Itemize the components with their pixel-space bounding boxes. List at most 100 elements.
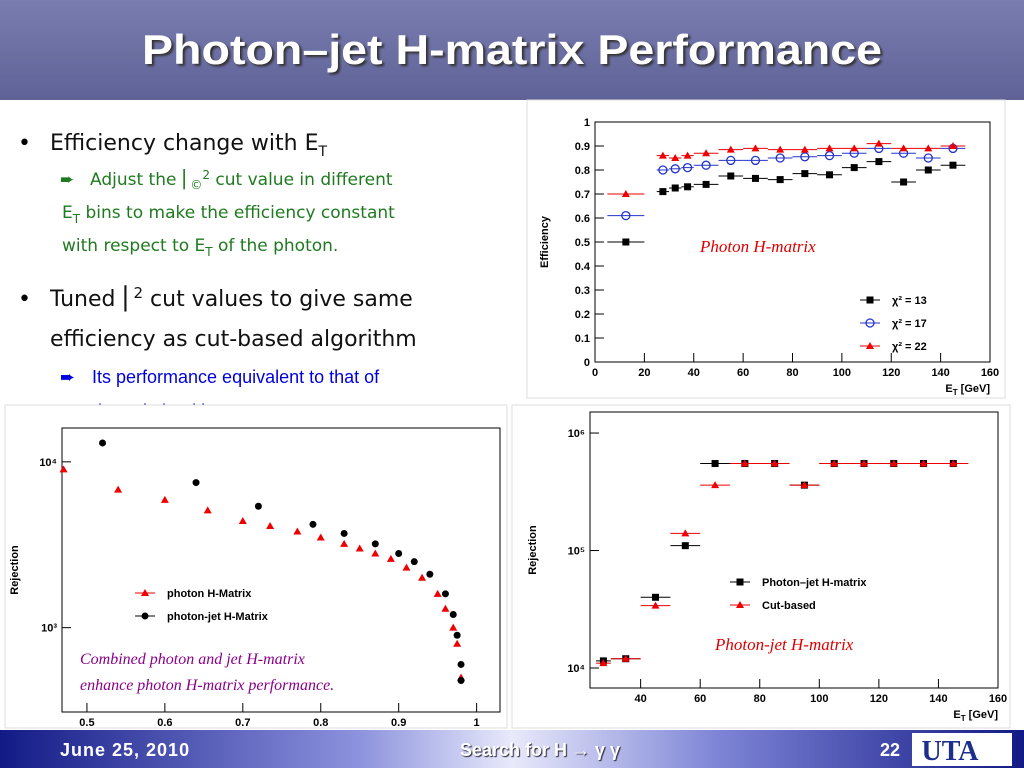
marker: [621, 210, 631, 221]
marker: [751, 144, 760, 152]
marker: [948, 142, 957, 149]
marker: [800, 145, 809, 153]
marker: [866, 342, 874, 349]
legend-label: photon H-Matrix: [167, 588, 252, 600]
subscript: T: [204, 245, 213, 259]
legend-label: Photon–jet H-matrix: [762, 577, 867, 589]
y-tick-label: 10⁵: [568, 546, 585, 558]
marker: [309, 520, 317, 528]
y-tick-label: 10⁶: [568, 428, 585, 440]
marker: [99, 439, 107, 447]
marker: [449, 611, 457, 619]
marker: [711, 481, 720, 489]
marker: [340, 529, 348, 537]
footer-bar: [0, 730, 1024, 768]
y-tick-label: 10³: [41, 623, 57, 635]
y-axis-label: Rejection: [527, 525, 539, 575]
x-tick-label: 160: [981, 367, 999, 379]
marker: [355, 544, 364, 552]
y-tick-label: 0.9: [575, 141, 590, 153]
marker: [726, 155, 736, 166]
marker: [418, 573, 427, 581]
marker: [850, 164, 858, 172]
x-tick-label: 0.8: [313, 717, 328, 729]
y-axis-label: Rejection: [9, 545, 21, 595]
x-label-sub: T: [961, 714, 966, 723]
marker: [919, 459, 928, 467]
text: cut value in different: [210, 170, 393, 190]
bullet-text: Efficiency change with ET: [50, 131, 328, 160]
arrow: ➨: [60, 367, 75, 388]
marker: [801, 170, 809, 178]
marker: [866, 296, 874, 304]
marker: [441, 604, 450, 612]
y-tick-label: 0.1: [575, 333, 590, 345]
x-tick-label: 140: [929, 693, 947, 705]
x-tick-label: 40: [635, 693, 647, 705]
marker: [141, 612, 149, 620]
marker: [203, 506, 212, 514]
marker: [652, 593, 660, 601]
sub-text: with respect to ET of the photon.: [62, 236, 338, 259]
marker: [402, 563, 411, 571]
x-label-main: E: [945, 383, 952, 395]
marker: [114, 485, 123, 493]
marker: [924, 144, 933, 152]
marker: [727, 172, 735, 180]
bullets: • Efficiency change with ET ➨ Adjust the…: [18, 131, 417, 421]
y-tick-label: 0.7: [575, 189, 590, 201]
marker: [340, 539, 349, 547]
marker: [622, 238, 630, 246]
x-label-sub: T: [953, 388, 958, 397]
marker: [740, 459, 749, 467]
marker: [681, 542, 689, 550]
marker: [266, 522, 275, 530]
marker: [826, 171, 834, 179]
marker: [683, 151, 692, 159]
marker: [410, 558, 418, 566]
marker: [923, 153, 933, 163]
marker: [736, 601, 744, 608]
marker: [457, 660, 465, 668]
marker: [800, 152, 810, 162]
marker: [453, 639, 462, 647]
slide-title: Photon–jet H-matrix Performance: [142, 26, 882, 73]
chart-panel: [511, 404, 1011, 729]
x-tick-label: 0.5: [79, 717, 94, 729]
y-tick-label: 10⁴: [39, 457, 57, 469]
marker: [776, 176, 784, 184]
marker: [386, 554, 395, 562]
arrow: ➨: [60, 170, 74, 190]
text: of the photon.: [213, 236, 339, 256]
marker: [750, 155, 761, 166]
y-tick-label: 0.3: [575, 285, 590, 297]
marker: [671, 184, 679, 192]
x-label-unit: [GeV]: [958, 383, 991, 395]
marker: [316, 533, 325, 541]
marker: [949, 161, 957, 169]
legend-label: photon-jet H-Matrix: [167, 611, 269, 623]
marker: [395, 550, 403, 558]
marker: [775, 153, 785, 163]
x-label-unit: [GeV]: [966, 709, 999, 721]
charts: 00.10.20.30.40.50.60.70.80.910 20 40 60 80 10…: [4, 99, 1011, 745]
marker: [859, 459, 868, 467]
marker: [671, 154, 680, 161]
y-tick-label: 1: [584, 117, 590, 129]
sub-text: Adjust the ⎢©2 cut value in different: [90, 168, 393, 192]
footer-center: Search for H → γ γ: [460, 740, 620, 760]
marker: [924, 166, 932, 174]
marker: [599, 659, 608, 667]
marker: [726, 145, 735, 153]
y-tick-label: 0.2: [575, 309, 590, 321]
marker: [865, 318, 875, 328]
marker: [457, 677, 465, 685]
x-tick-label: 0.9: [391, 717, 406, 729]
marker: [770, 459, 779, 467]
x-tick-label: 80: [754, 693, 766, 705]
subscript: T: [72, 212, 81, 226]
marker: [825, 144, 834, 152]
marker: [160, 495, 169, 503]
x-tick-label: 20: [638, 367, 650, 379]
header-bar: [0, 0, 1024, 100]
